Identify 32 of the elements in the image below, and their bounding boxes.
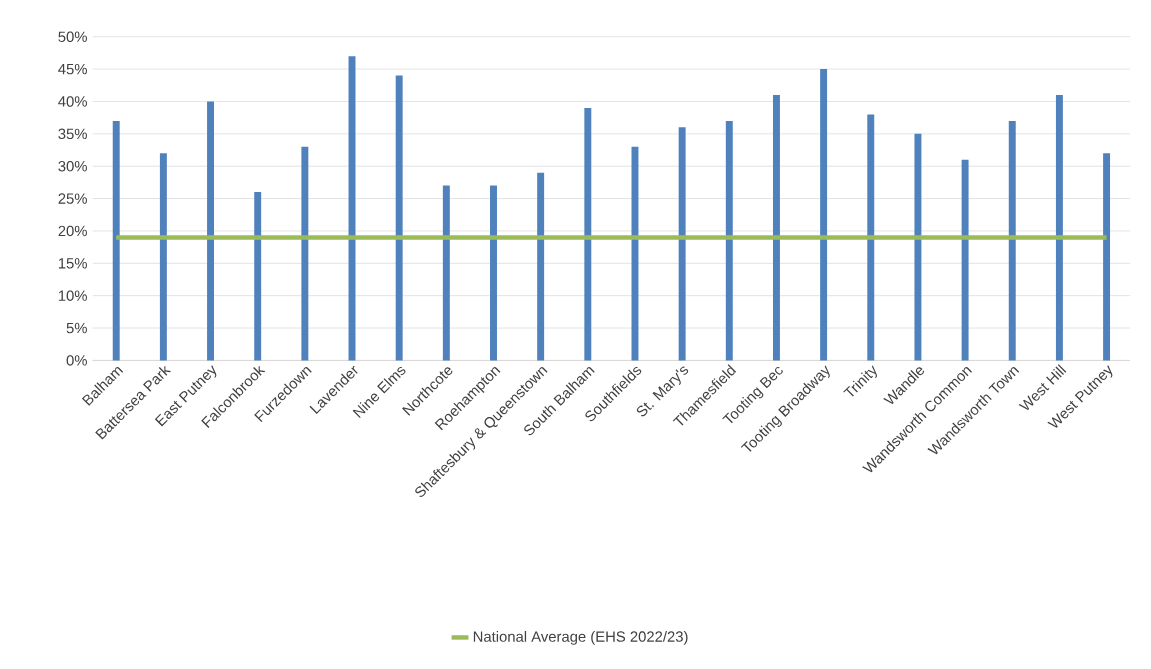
bar	[584, 107, 592, 361]
bar	[537, 172, 545, 361]
y-tick-label: 25%	[58, 193, 87, 204]
bar	[772, 94, 780, 361]
y-tick-label: 5%	[66, 322, 87, 334]
y-tick-label: 50%	[58, 31, 87, 42]
bar	[301, 146, 309, 361]
bar	[1055, 94, 1063, 361]
bar	[159, 153, 167, 361]
y-tick-label: 0%	[66, 355, 87, 366]
bar	[867, 114, 875, 361]
bar	[395, 75, 403, 361]
bar	[1008, 120, 1016, 361]
legend-label: National Average (EHS 2022/23)	[473, 630, 688, 645]
bar	[254, 192, 262, 361]
bar	[207, 101, 215, 361]
y-tick-label: 35%	[58, 128, 87, 139]
bar	[678, 127, 686, 361]
bar	[725, 120, 733, 361]
bar	[820, 69, 828, 361]
y-tick-label: 30%	[58, 160, 87, 172]
y-tick-label: 15%	[58, 258, 87, 269]
bar	[442, 185, 450, 361]
bar	[961, 159, 969, 361]
bar	[112, 120, 120, 361]
y-tick-label: 20%	[58, 225, 87, 237]
bar	[1103, 153, 1111, 361]
bar	[914, 133, 922, 361]
y-tick-label: 40%	[58, 96, 87, 107]
y-tick-label: 10%	[58, 290, 87, 301]
y-tick-label: 45%	[58, 63, 87, 75]
bar	[490, 185, 497, 361]
